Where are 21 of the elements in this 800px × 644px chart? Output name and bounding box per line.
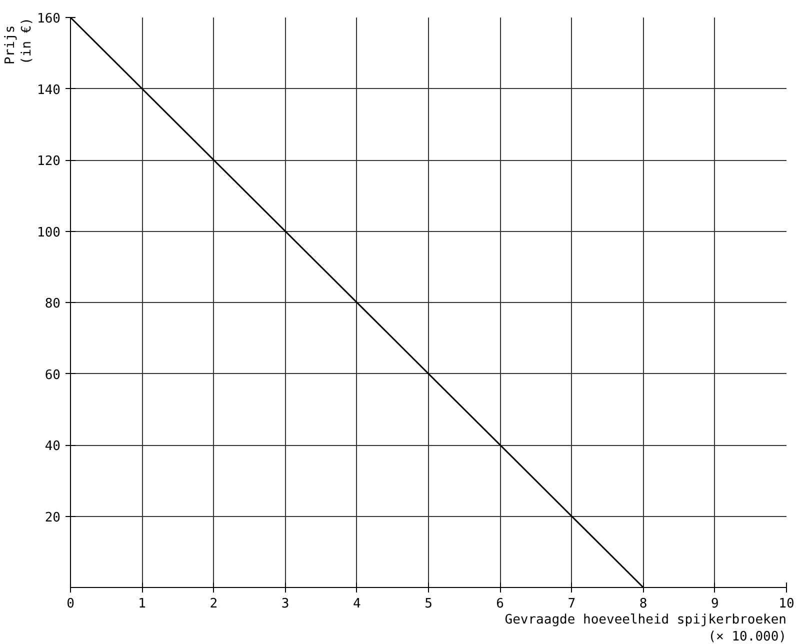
x-tick-label: 7: [568, 596, 576, 612]
x-tick-label: 4: [352, 596, 361, 612]
x-tick-label: 9: [710, 596, 719, 612]
x-tick-label: 2: [210, 596, 218, 612]
y-tick-label: 160: [37, 12, 61, 26]
y-tick-label: 140: [37, 82, 61, 98]
x-tick-label: 5: [424, 596, 432, 612]
x-axis-title: Gevraagde hoeveelheid spijkerbroeken (× 10.000): [504, 612, 787, 644]
y-axis-title: Prijs (in €): [3, 17, 34, 64]
x-tick-label: 3: [281, 596, 290, 612]
y-tick-label: 20: [44, 510, 61, 526]
x-tick-label: 1: [138, 596, 146, 612]
y-tick-label: 80: [44, 296, 61, 312]
x-tick-label: 0: [66, 596, 74, 612]
y-tick-label: 120: [37, 154, 61, 169]
y-tick-label: 60: [44, 368, 61, 383]
x-tick-label: 6: [496, 596, 504, 612]
x-tick-label: 8: [639, 596, 648, 612]
x-tick-label: 10: [778, 596, 794, 612]
y-tick-label: 100: [37, 225, 61, 240]
y-tick-label: 40: [44, 439, 61, 454]
